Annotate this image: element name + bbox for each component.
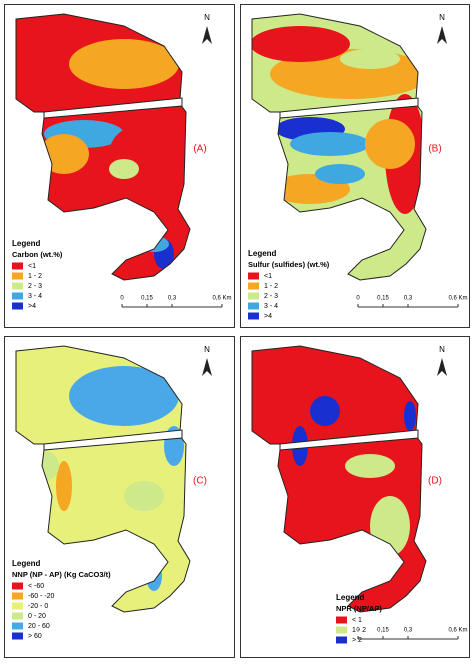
legend-label: -20 - 0 xyxy=(28,603,48,610)
legend-label: > 2 xyxy=(352,637,362,644)
legend-label: 3 - 4 xyxy=(264,303,278,310)
scale-label: 0 xyxy=(356,296,360,302)
scale-label: 0,3 xyxy=(404,296,413,302)
scale-label: 0,6 Km xyxy=(448,296,467,302)
legend-swatch xyxy=(12,622,23,630)
legend-swatch xyxy=(12,592,23,600)
legend-swatch xyxy=(336,626,347,634)
map-gap xyxy=(279,429,419,451)
legend-label: 1 - 2 xyxy=(352,627,366,634)
north-label: N xyxy=(204,13,210,22)
legend-label: 1 - 2 xyxy=(264,283,278,290)
map-zone xyxy=(345,454,395,478)
map-gap xyxy=(43,429,183,451)
legend-title: Carbon (wt.%) xyxy=(12,250,63,259)
legend-label: < -60 xyxy=(28,583,44,590)
legend-swatch xyxy=(12,272,23,280)
legend-heading: Legend xyxy=(248,249,277,258)
legend-swatch xyxy=(12,582,23,590)
map-zone xyxy=(404,401,416,431)
legend-swatch xyxy=(248,282,259,290)
scale-label: 0 xyxy=(356,628,360,634)
legend-swatch xyxy=(12,612,23,620)
legend-swatch xyxy=(248,292,259,300)
legend-swatch xyxy=(12,262,23,270)
map-gap xyxy=(43,97,183,119)
north-arrow xyxy=(202,358,212,376)
legend-label: >4 xyxy=(264,313,272,320)
legend-label: 2 - 3 xyxy=(28,283,42,290)
scale-label: 0,15 xyxy=(377,628,389,634)
map-zone xyxy=(69,366,179,426)
legend-label: >4 xyxy=(28,303,36,310)
map-gap xyxy=(279,97,419,119)
north-arrow xyxy=(437,26,447,44)
legend-swatch xyxy=(336,616,347,624)
map-zone xyxy=(340,49,400,69)
north-label: N xyxy=(439,13,445,22)
legend-label: > 60 xyxy=(28,633,42,640)
map-zone xyxy=(365,119,415,169)
map-panel: N (A) Legend Carbon (wt.%) <1 1 - 2 2 - 3 3 - 4… xyxy=(4,4,235,328)
north-label: N xyxy=(204,345,210,354)
legend-label: -60 - -20 xyxy=(28,593,55,600)
map-zone xyxy=(109,159,139,179)
scale-label: 0,6 Km xyxy=(448,628,467,634)
legend-swatch xyxy=(12,292,23,300)
legend-label: 1 - 2 xyxy=(28,273,42,280)
map-zone xyxy=(290,132,370,156)
map-zone xyxy=(124,481,164,511)
map-zone xyxy=(44,174,104,204)
map-panel: N (C) Legend NNP (NP - AP) (Kg CaCO3/t) < -6… xyxy=(4,336,235,658)
legend-swatch xyxy=(12,602,23,610)
legend-swatch xyxy=(12,632,23,640)
legend-swatch xyxy=(12,302,23,310)
north-label: N xyxy=(439,345,445,354)
legend-label: 0 - 20 xyxy=(28,613,46,620)
map-panel: N (B) Legend Sulfur (sulfides) (wt.%) <1 1 - … xyxy=(240,4,470,328)
map-panel: N (D) Legend NPR (NP/AP) < 1 1 - 2 > 2 0 0,15 0,3… xyxy=(240,336,470,658)
legend-swatch xyxy=(248,302,259,310)
map-zone xyxy=(310,396,340,426)
scale-label: 0,3 xyxy=(168,296,177,302)
legend-title: Sulfur (sulfides) (wt.%) xyxy=(248,260,330,269)
panel-label: (A) xyxy=(193,144,206,155)
panel-label: (B) xyxy=(428,144,441,155)
map-zone xyxy=(69,39,179,89)
legend-label: < 1 xyxy=(352,617,362,624)
scale-label: 0,3 xyxy=(404,628,413,634)
legend-heading: Legend xyxy=(336,593,365,602)
legend-swatch xyxy=(336,636,347,644)
scale-label: 0 xyxy=(120,296,124,302)
map-zone xyxy=(56,461,72,511)
legend-heading: Legend xyxy=(12,559,41,568)
legend-swatch xyxy=(248,312,259,320)
legend-label: <1 xyxy=(28,263,36,270)
legend-title: NPR (NP/AP) xyxy=(336,604,382,613)
legend-label: 2 - 3 xyxy=(264,293,278,300)
panel-label: (D) xyxy=(428,476,442,487)
north-arrow xyxy=(437,358,447,376)
north-arrow xyxy=(202,26,212,44)
panel-label: (C) xyxy=(193,476,207,487)
legend-label: 20 - 60 xyxy=(28,623,50,630)
map-zone xyxy=(252,26,350,62)
scale-label: 0,6 Km xyxy=(212,296,231,302)
scale-label: 0,15 xyxy=(141,296,153,302)
map-zone xyxy=(16,16,79,52)
legend-swatch xyxy=(12,282,23,290)
scale-label: 0,15 xyxy=(377,296,389,302)
legend-swatch xyxy=(248,272,259,280)
legend-label: <1 xyxy=(264,273,272,280)
map-zone xyxy=(315,164,365,184)
legend-title: NNP (NP - AP) (Kg CaCO3/t) xyxy=(12,570,111,579)
legend-label: 3 - 4 xyxy=(28,293,42,300)
legend-heading: Legend xyxy=(12,239,41,248)
